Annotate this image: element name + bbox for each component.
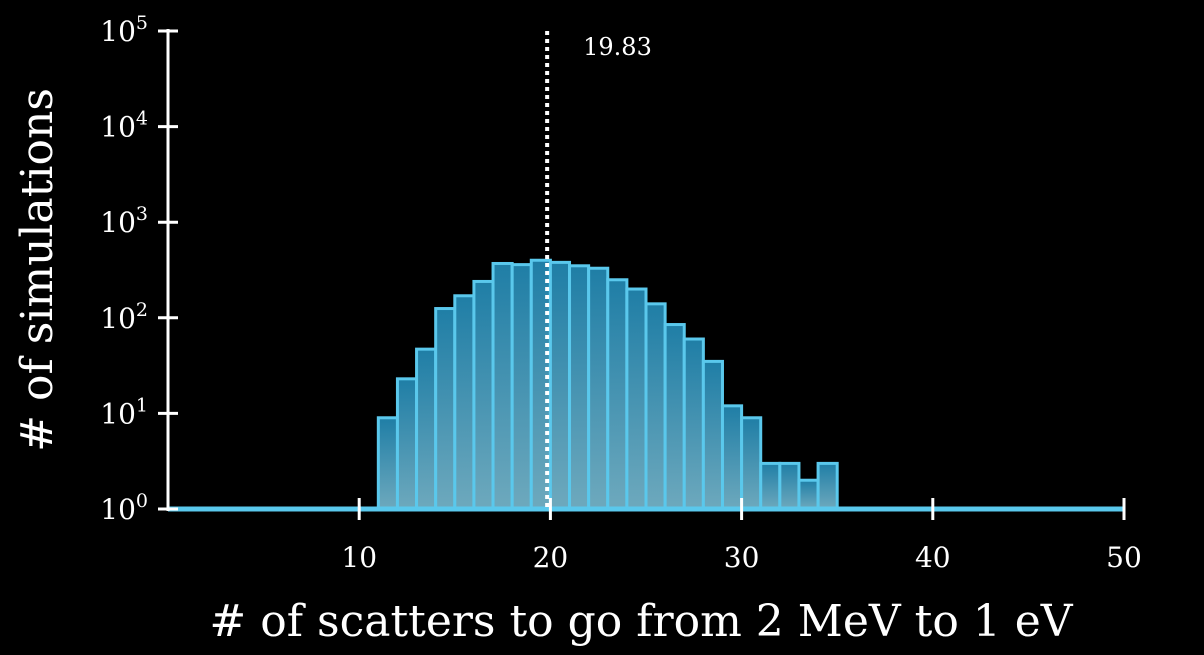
histogram-bar [720,404,744,511]
histogram-bar [682,337,705,511]
x-tick-label: 40 [915,541,951,574]
histogram-bar [587,266,610,511]
axes-layer: 100 101 102 103 104 105 10 20 30 40 50 [100,12,1142,574]
histogram-bar [606,278,629,511]
histogram-bar [816,461,839,511]
histogram-bar [510,263,533,511]
y-tick-label: 103 [100,203,148,239]
histogram-bar [778,461,801,511]
mean-line-label: 19.83 [583,33,652,61]
histogram-bar [663,323,686,511]
y-tick-label: 101 [100,394,148,430]
histogram-bar [415,347,438,511]
x-tick-label: 30 [724,541,760,574]
x-tick-label: 20 [533,541,569,574]
histogram-bar [740,416,763,511]
histogram-bar [568,264,591,511]
histogram-bar [376,416,399,511]
y-tick-label: 100 [100,490,148,526]
histogram-bar [759,461,782,511]
histogram-bar [395,377,419,511]
y-tick-label: 104 [100,108,148,144]
histogram-bar [797,478,820,511]
histogram-bar [644,302,667,511]
y-tick-label: 102 [100,299,148,335]
histogram-bar [548,260,572,511]
annotation-layer: 19.83 [545,31,652,507]
histogram-bar [434,307,457,511]
x-tick-label: 10 [341,541,377,574]
histogram-bar [453,294,476,511]
x-axis-title: # of scatters to go from 2 MeV to 1 eV [209,596,1073,647]
histogram-bar [701,359,724,511]
x-tick-label: 50 [1106,541,1142,574]
y-axis-title: # of simulations [12,88,63,452]
histogram-bar [491,261,514,511]
histogram-bar [625,287,648,511]
histogram-bar [472,279,495,511]
y-tick-label: 105 [100,12,148,48]
bars-layer [168,258,1124,512]
